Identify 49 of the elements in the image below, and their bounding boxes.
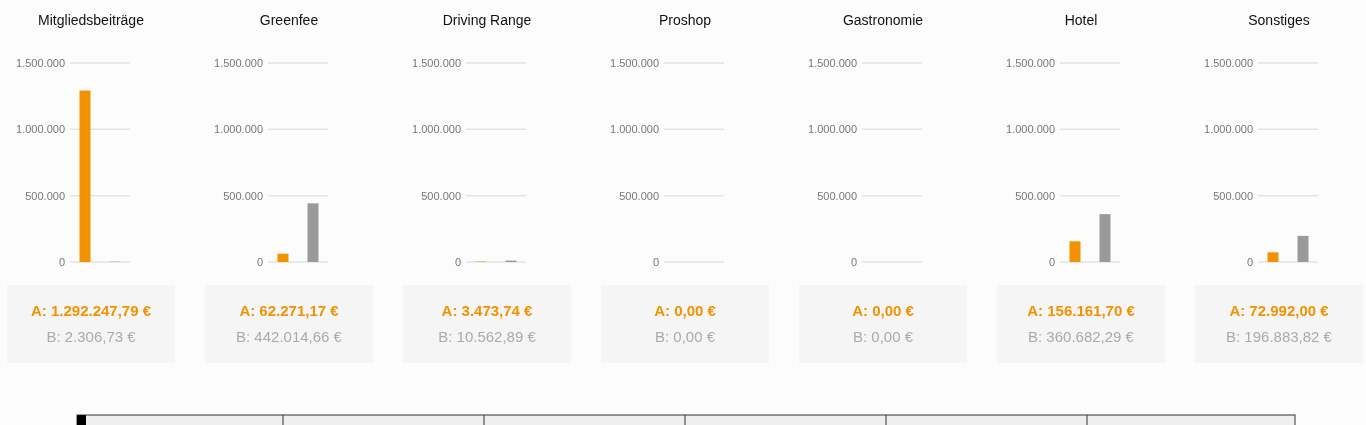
chart-title: Mitgliedsbeiträge	[37, 12, 145, 28]
y-tick-label: 1.500.000	[1006, 56, 1055, 69]
y-tick-label: 1.000.000	[214, 123, 263, 136]
y-tick-label: 0	[1048, 255, 1055, 268]
text: A: 156.161,70 €	[1026, 301, 1136, 321]
y-tick-label: 0	[850, 255, 857, 268]
y-tick-label: 1.500.000	[808, 56, 857, 69]
y-tick-label: 0	[1246, 255, 1253, 268]
text: B: 0,00 €	[653, 327, 716, 347]
chart-title: Sonstiges	[1247, 12, 1311, 28]
y-tick-label: 500.000	[421, 189, 461, 202]
y-tick-label: 500.000	[25, 189, 65, 202]
chart-title: Gastronomie	[841, 12, 925, 28]
y-tick-label: 1.000.000	[1006, 123, 1055, 136]
y-tick-label: 0	[58, 255, 65, 268]
chart-title: Proshop	[657, 12, 713, 28]
text: A: 1.292.247,79 €	[29, 301, 153, 321]
chart-title: Driving Range	[441, 12, 533, 28]
y-tick-label: 0	[652, 255, 659, 268]
y-tick-label: 500.000	[223, 189, 263, 202]
y-tick-label: 500.000	[1015, 189, 1055, 202]
y-tick-label: 1.000.000	[412, 123, 461, 136]
y-tick-label: 1.000.000	[1204, 123, 1253, 136]
y-tick-label: 1.000.000	[610, 123, 659, 136]
y-tick-label: 1.500.000	[1204, 56, 1253, 69]
y-tick-label: 0	[454, 255, 461, 268]
y-tick-label: 500.000	[817, 189, 857, 202]
text: A: 62.271,17 €	[238, 301, 340, 321]
y-tick-label: 1.500.000	[16, 56, 65, 69]
text: B: 196.883,82 €	[1225, 327, 1333, 347]
y-tick-label: 500.000	[1213, 189, 1253, 202]
y-tick-label: 0	[256, 255, 263, 268]
y-tick-label: 1.000.000	[808, 123, 857, 136]
chart-title: Greenfee	[258, 12, 320, 28]
text: B: 0,00 €	[851, 327, 914, 347]
text: A: 0,00 €	[851, 301, 915, 321]
text: A: 3.473,74 €	[440, 301, 534, 321]
text: B: 2.306,73 €	[45, 327, 137, 347]
text: A: 72.992,00 €	[1228, 301, 1330, 321]
text: B: 360.682,29 €	[1027, 327, 1135, 347]
y-tick-label: 500.000	[619, 189, 659, 202]
y-tick-label: 1.500.000	[214, 56, 263, 69]
text: A: 0,00 €	[653, 301, 717, 321]
chart-title: Hotel	[1063, 12, 1099, 28]
y-tick-label: 1.500.000	[610, 56, 659, 69]
text: B: 10.562,89 €	[437, 327, 537, 347]
y-tick-label: 1.500.000	[412, 56, 461, 69]
text: B: 442.014,66 €	[235, 327, 343, 347]
y-tick-label: 1.000.000	[16, 123, 65, 136]
